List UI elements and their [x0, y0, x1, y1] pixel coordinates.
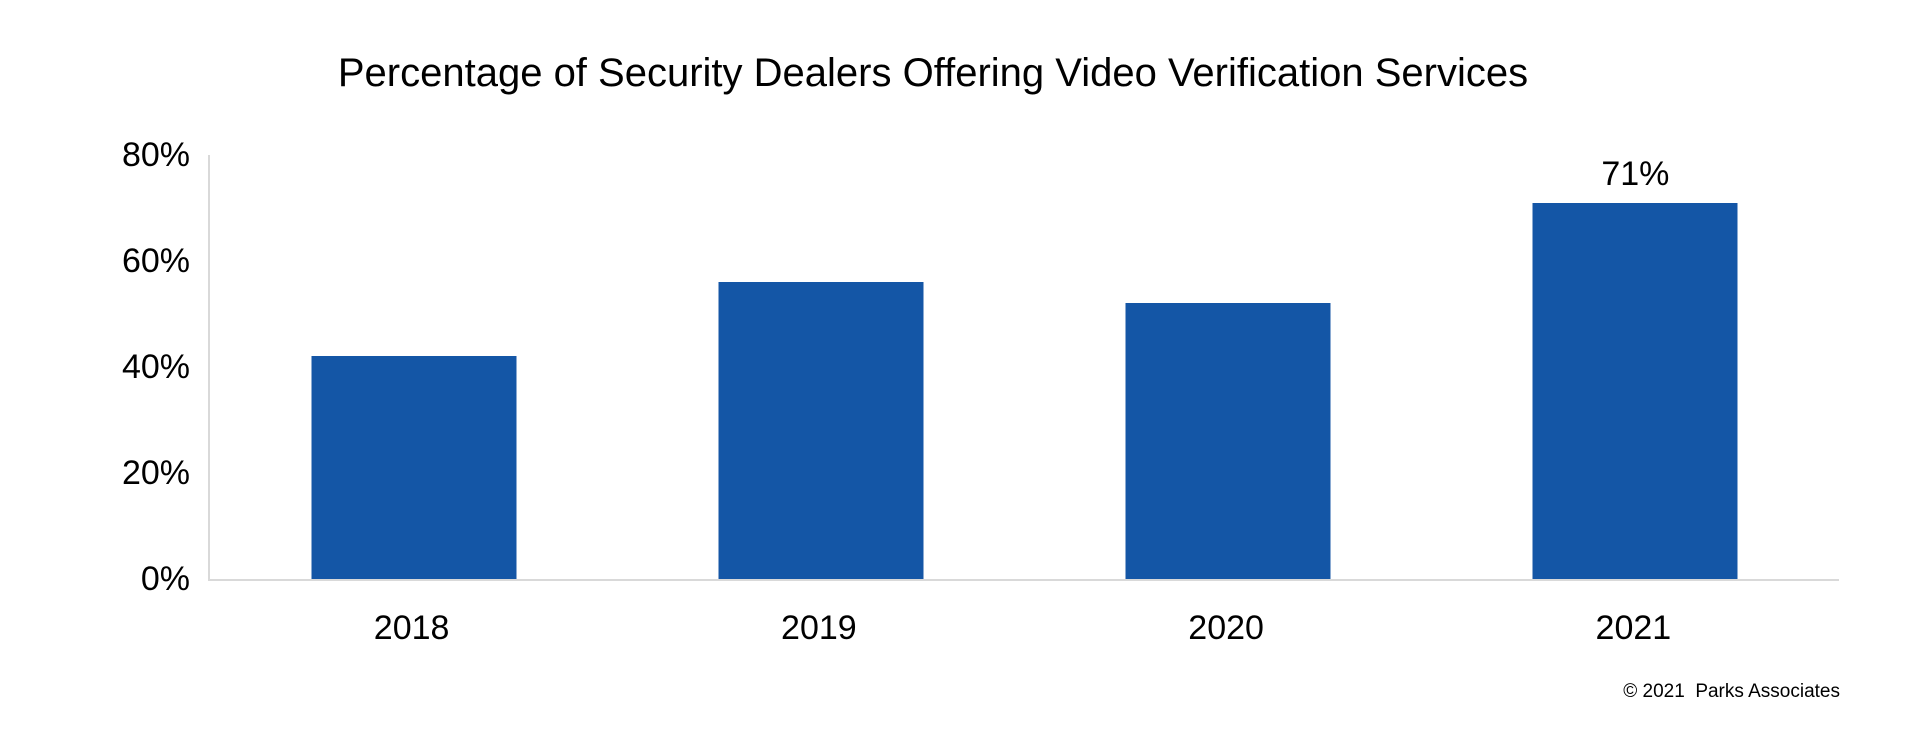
- bar-2018: [311, 356, 517, 579]
- bar-2020: [1125, 303, 1331, 579]
- copyright-note: © 2021 Parks Associates: [1623, 681, 1840, 702]
- chart-title: Percentage of Security Dealers Offering …: [337, 51, 1529, 95]
- x-tick-label-2019: 2019: [781, 609, 857, 647]
- y-tick-label: 20%: [121, 454, 190, 492]
- x-tick-label-2018: 2018: [373, 609, 450, 647]
- y-tick-label: 80%: [121, 136, 190, 174]
- y-tick-label: 60%: [121, 242, 190, 280]
- y-axis: 0% 20% 40% 60% 80%: [0, 136, 190, 598]
- x-tick-label-2020: 2020: [1188, 609, 1264, 647]
- bar-2021: [1532, 202, 1738, 579]
- y-tick-label: 0%: [140, 560, 190, 598]
- plot-area: 71%: [208, 155, 1839, 581]
- bar-2019: [718, 282, 924, 579]
- bar-value-label-2021: 71%: [1601, 154, 1670, 193]
- x-tick-label-2021: 2021: [1595, 609, 1672, 647]
- y-tick-label: 40%: [121, 348, 190, 386]
- x-axis: 2018 2019 2020 2021: [208, 581, 1837, 647]
